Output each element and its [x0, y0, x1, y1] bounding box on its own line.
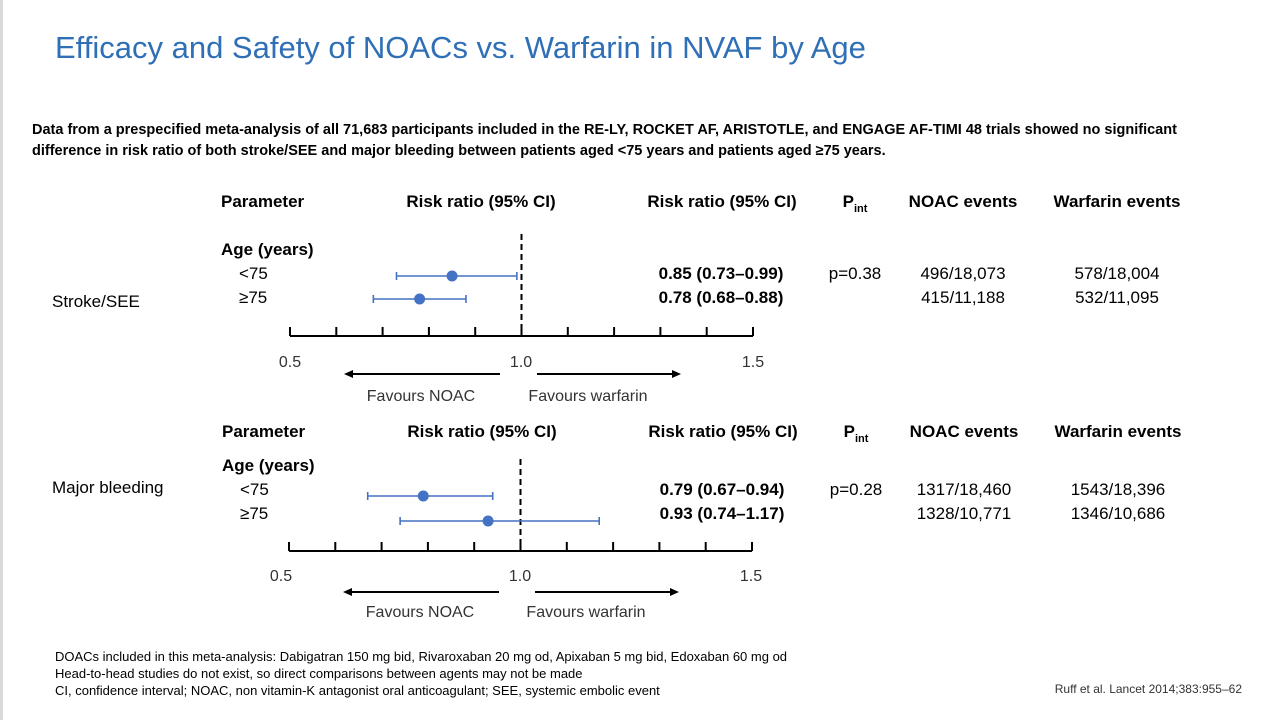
arrow-head-right	[672, 370, 681, 378]
intro-line-2: difference in risk ratio of both stroke/…	[32, 143, 886, 159]
risk-ratio-value: 0.85 (0.73–0.99)	[658, 264, 784, 283]
p-interaction-value: p=0.38	[828, 264, 882, 283]
favours-warfarin-label: Favours warfarin	[526, 604, 646, 621]
header-p-main: P	[843, 422, 855, 441]
age-label: Age (years)	[222, 456, 315, 475]
age-group-label: <75	[240, 480, 269, 499]
outcome-label: Stroke/SEE	[52, 292, 140, 311]
warfarin-events-value: 1543/18,396	[1070, 480, 1166, 499]
age-group-label: ≥75	[240, 504, 269, 523]
risk-ratio-value: 0.78 (0.68–0.88)	[658, 288, 784, 307]
footnote-line-3: CI, confidence interval; NOAC, non vitam…	[55, 683, 660, 698]
x-tick-label: 0.5	[269, 568, 293, 585]
favours-noac-label: Favours NOAC	[366, 388, 476, 405]
x-tick-label: 1.0	[508, 568, 532, 585]
warfarin-events-value: 1346/10,686	[1070, 504, 1166, 523]
arrow-head-left	[344, 370, 353, 378]
noac-events-value: 1317/18,460	[916, 480, 1012, 499]
warfarin-events-value: 532/11,095	[1075, 288, 1159, 307]
header-warfarin-events: Warfarin events	[1053, 192, 1181, 211]
point-estimate	[446, 270, 458, 282]
favours-warfarin-label: Favours warfarin	[528, 388, 648, 405]
age-group-label: ≥75	[239, 288, 268, 307]
header-p-interaction: Pint	[843, 422, 869, 445]
x-tick-label: 0.5	[278, 354, 302, 371]
header-parameter: Parameter	[221, 192, 305, 211]
favours-noac-label: Favours NOAC	[365, 604, 475, 621]
footnotes: DOACs included in this meta-analysis: Da…	[55, 648, 787, 699]
page-title: Efficacy and Safety of NOACs vs. Warfari…	[55, 30, 866, 65]
header-parameter: Parameter	[222, 422, 306, 441]
x-tick-label: 1.5	[739, 568, 763, 585]
outcome-label: Major bleeding	[52, 478, 164, 497]
point-estimate	[482, 515, 494, 527]
header-risk-ratio-text: Risk ratio (95% CI)	[648, 422, 798, 441]
x-tick-label: 1.5	[741, 354, 765, 371]
slide-edge	[0, 0, 3, 720]
footnote-line-2: Head-to-head studies do not exist, so di…	[55, 666, 583, 681]
reference-citation: Ruff et al. Lancet 2014;383:955–62	[1054, 682, 1242, 696]
header-p-interaction: Pint	[842, 192, 868, 215]
intro-text: Data from a prespecified meta-analysis o…	[32, 120, 1177, 162]
warfarin-events-value: 578/18,004	[1074, 264, 1160, 283]
header-p-sub: int	[854, 433, 869, 445]
header-p-main: P	[842, 192, 854, 211]
header-risk-ratio-plot: Risk ratio (95% CI)	[406, 192, 556, 211]
header-risk-ratio-plot: Risk ratio (95% CI)	[407, 422, 557, 441]
age-group-label: <75	[239, 264, 268, 283]
header-warfarin-events: Warfarin events	[1054, 422, 1182, 441]
header-risk-ratio-text: Risk ratio (95% CI)	[647, 192, 797, 211]
header-noac-events: NOAC events	[909, 422, 1019, 441]
point-estimate	[417, 490, 429, 502]
age-label: Age (years)	[221, 240, 314, 259]
header-noac-events: NOAC events	[908, 192, 1018, 211]
arrow-head-left	[343, 588, 352, 596]
footnote-line-1: DOACs included in this meta-analysis: Da…	[55, 649, 788, 664]
intro-line-1: Data from a prespecified meta-analysis o…	[32, 122, 1177, 138]
noac-events-value: 496/18,073	[920, 264, 1006, 283]
x-tick-label: 1.0	[509, 354, 533, 371]
p-interaction-value: p=0.28	[829, 480, 883, 499]
risk-ratio-value: 0.93 (0.74–1.17)	[659, 504, 785, 523]
noac-events-value: 1328/10,771	[916, 504, 1012, 523]
noac-events-value: 415/11,188	[921, 288, 1005, 307]
point-estimate	[414, 293, 426, 305]
arrow-head-right	[670, 588, 679, 596]
header-p-sub: int	[853, 203, 868, 215]
risk-ratio-value: 0.79 (0.67–0.94)	[659, 480, 785, 499]
